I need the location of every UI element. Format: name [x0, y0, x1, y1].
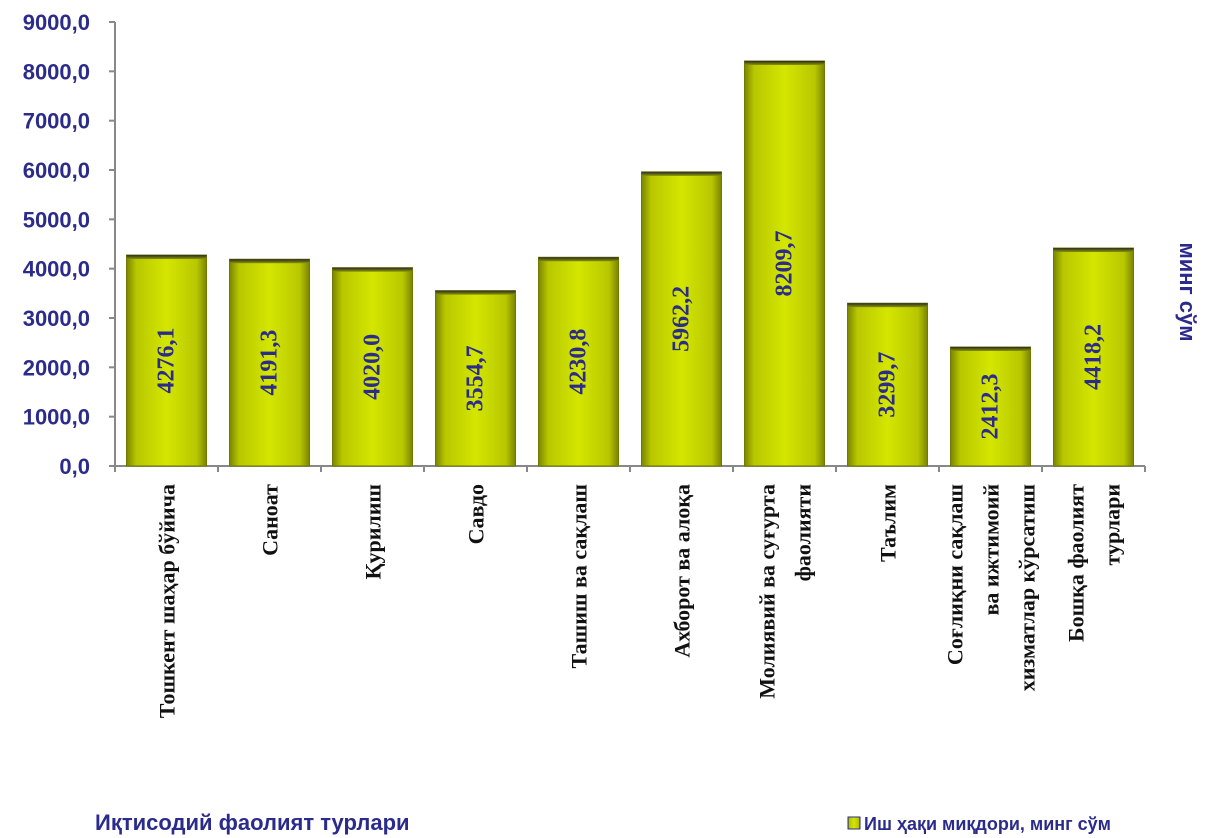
bar — [950, 346, 1031, 467]
bar-top-edge — [126, 255, 207, 260]
y-tick-label: 7000,0 — [23, 109, 90, 134]
y-tick-label: 4000,0 — [23, 257, 90, 282]
bar — [332, 267, 413, 467]
data-label: 2412,3 — [978, 373, 1004, 439]
bar-top-edge — [641, 171, 722, 176]
category-label: Молиявий ва суғурта — [755, 484, 780, 699]
category-label: Ахборот ва алоқа — [670, 484, 695, 658]
data-label: 4020,0 — [360, 334, 386, 400]
y-axis-title: минг сўм — [1175, 242, 1200, 341]
y-tick-label: 6000,0 — [23, 158, 90, 183]
y-tick-label: 0,0 — [59, 454, 90, 479]
category-label: Ташиш ва сақлаш — [567, 484, 592, 668]
category-label: Тошкент шаҳар бўйича — [155, 484, 180, 718]
category-label: Бошқа фаолият — [1064, 484, 1089, 642]
y-tick-labels: 0,0 1000,0 2000,0 3000,0 4000,0 5000,0 6000,0 7… — [23, 10, 90, 479]
y-tick-label: 3000,0 — [23, 306, 90, 331]
bar — [435, 290, 516, 467]
data-label: 4191,3 — [257, 330, 283, 396]
data-label: 3299,7 — [875, 352, 901, 418]
category-label: хизматлар кўрсатиш — [1015, 484, 1040, 691]
x-axis-title: Иқтисодий фаолият турлари — [95, 810, 410, 835]
category-label: Қурилиш — [361, 484, 386, 579]
bars: 4276,1 4191,3 4020,0 3554,7 4230,8 5962,2 8209… — [126, 60, 1134, 467]
category-label: ва ижтимоий — [979, 484, 1004, 616]
y-tick-label: 8000,0 — [23, 59, 90, 84]
bar-top-edge — [538, 257, 619, 262]
legend: Иш ҳақи миқдори, минг сўм — [847, 814, 1111, 834]
data-label: 4276,1 — [154, 328, 180, 394]
legend-label: Иш ҳақи миқдори, минг сўм — [864, 814, 1111, 834]
y-tick-label: 1000,0 — [23, 405, 90, 430]
bar-top-edge — [229, 259, 310, 264]
bar-top-edge — [332, 267, 413, 272]
data-label: 3554,7 — [463, 345, 489, 411]
bar — [229, 258, 310, 467]
category-label: Савдо — [464, 484, 489, 544]
y-tick-label: 5000,0 — [23, 207, 90, 232]
bar — [847, 302, 928, 467]
data-label: 8209,7 — [772, 230, 798, 296]
bar — [744, 60, 825, 467]
bar-top-edge — [744, 60, 825, 65]
category-labels: Тошкент шаҳар бўйича Саноат Қурилиш Савдо Та… — [155, 484, 1125, 719]
data-label: 4418,2 — [1081, 324, 1107, 390]
data-label: 4230,8 — [566, 329, 592, 395]
category-label: Соғлиқни сақлаш — [943, 484, 968, 665]
bar-top-edge — [847, 303, 928, 308]
category-label: Таълим — [876, 484, 901, 562]
bar — [1053, 247, 1134, 467]
bar-top-edge — [1053, 248, 1134, 253]
y-tick-label: 2000,0 — [23, 355, 90, 380]
category-label: фаолияти — [791, 484, 816, 582]
category-label: Саноат — [258, 484, 283, 556]
bar — [538, 256, 619, 467]
category-label: турлари — [1100, 484, 1125, 566]
legend-swatch — [847, 816, 861, 830]
bar — [641, 171, 722, 467]
bar-top-edge — [435, 290, 516, 295]
bar-top-edge — [950, 346, 1031, 351]
y-tick-label: 9000,0 — [23, 10, 90, 35]
data-label: 5962,2 — [669, 286, 695, 352]
bar — [126, 254, 207, 467]
